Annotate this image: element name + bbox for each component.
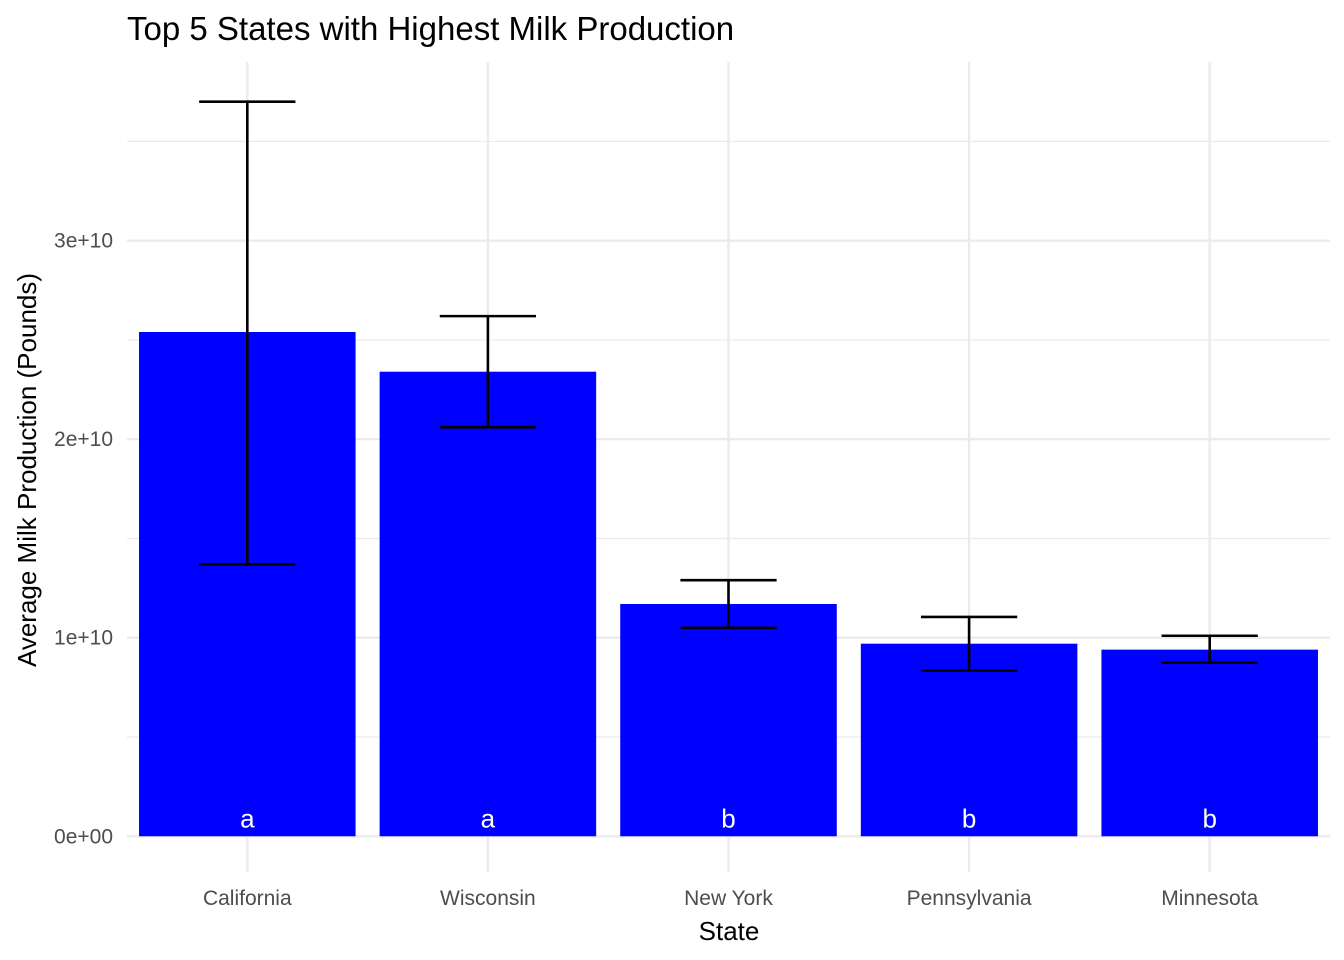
group-letter-label: b <box>1202 803 1216 833</box>
bar <box>860 643 1078 837</box>
y-tick-label: 2e+10 <box>54 428 113 451</box>
y-tick-label: 0e+00 <box>54 825 113 848</box>
y-tick-label: 3e+10 <box>54 230 113 253</box>
bar <box>620 603 837 837</box>
chart-title: Top 5 States with Highest Milk Productio… <box>127 10 734 47</box>
bar <box>1101 649 1318 837</box>
y-axis-ticks: 0e+00 1e+10 2e+10 3e+10 <box>54 230 113 849</box>
x-tick-label: New York <box>684 887 773 910</box>
x-tick-label: California <box>203 887 292 910</box>
bar <box>379 371 597 837</box>
error-bars-layer <box>199 100 1258 672</box>
group-letter-label: a <box>240 803 255 833</box>
x-axis-ticks: California Wisconsin New York Pennsylvania M… <box>203 887 1259 910</box>
y-tick-label: 1e+10 <box>54 627 113 650</box>
y-axis-title: Average Milk Production (Pounds) <box>12 273 42 667</box>
bars-layer <box>139 332 1318 837</box>
x-tick-label: Minnesota <box>1161 887 1258 910</box>
group-letter-label: b <box>721 803 735 833</box>
x-tick-label: Pennsylvania <box>907 887 1032 910</box>
x-tick-label: Wisconsin <box>440 887 536 910</box>
group-letter-label: b <box>962 803 976 833</box>
x-axis-title: State <box>699 916 760 946</box>
group-letter-label: a <box>481 803 496 833</box>
